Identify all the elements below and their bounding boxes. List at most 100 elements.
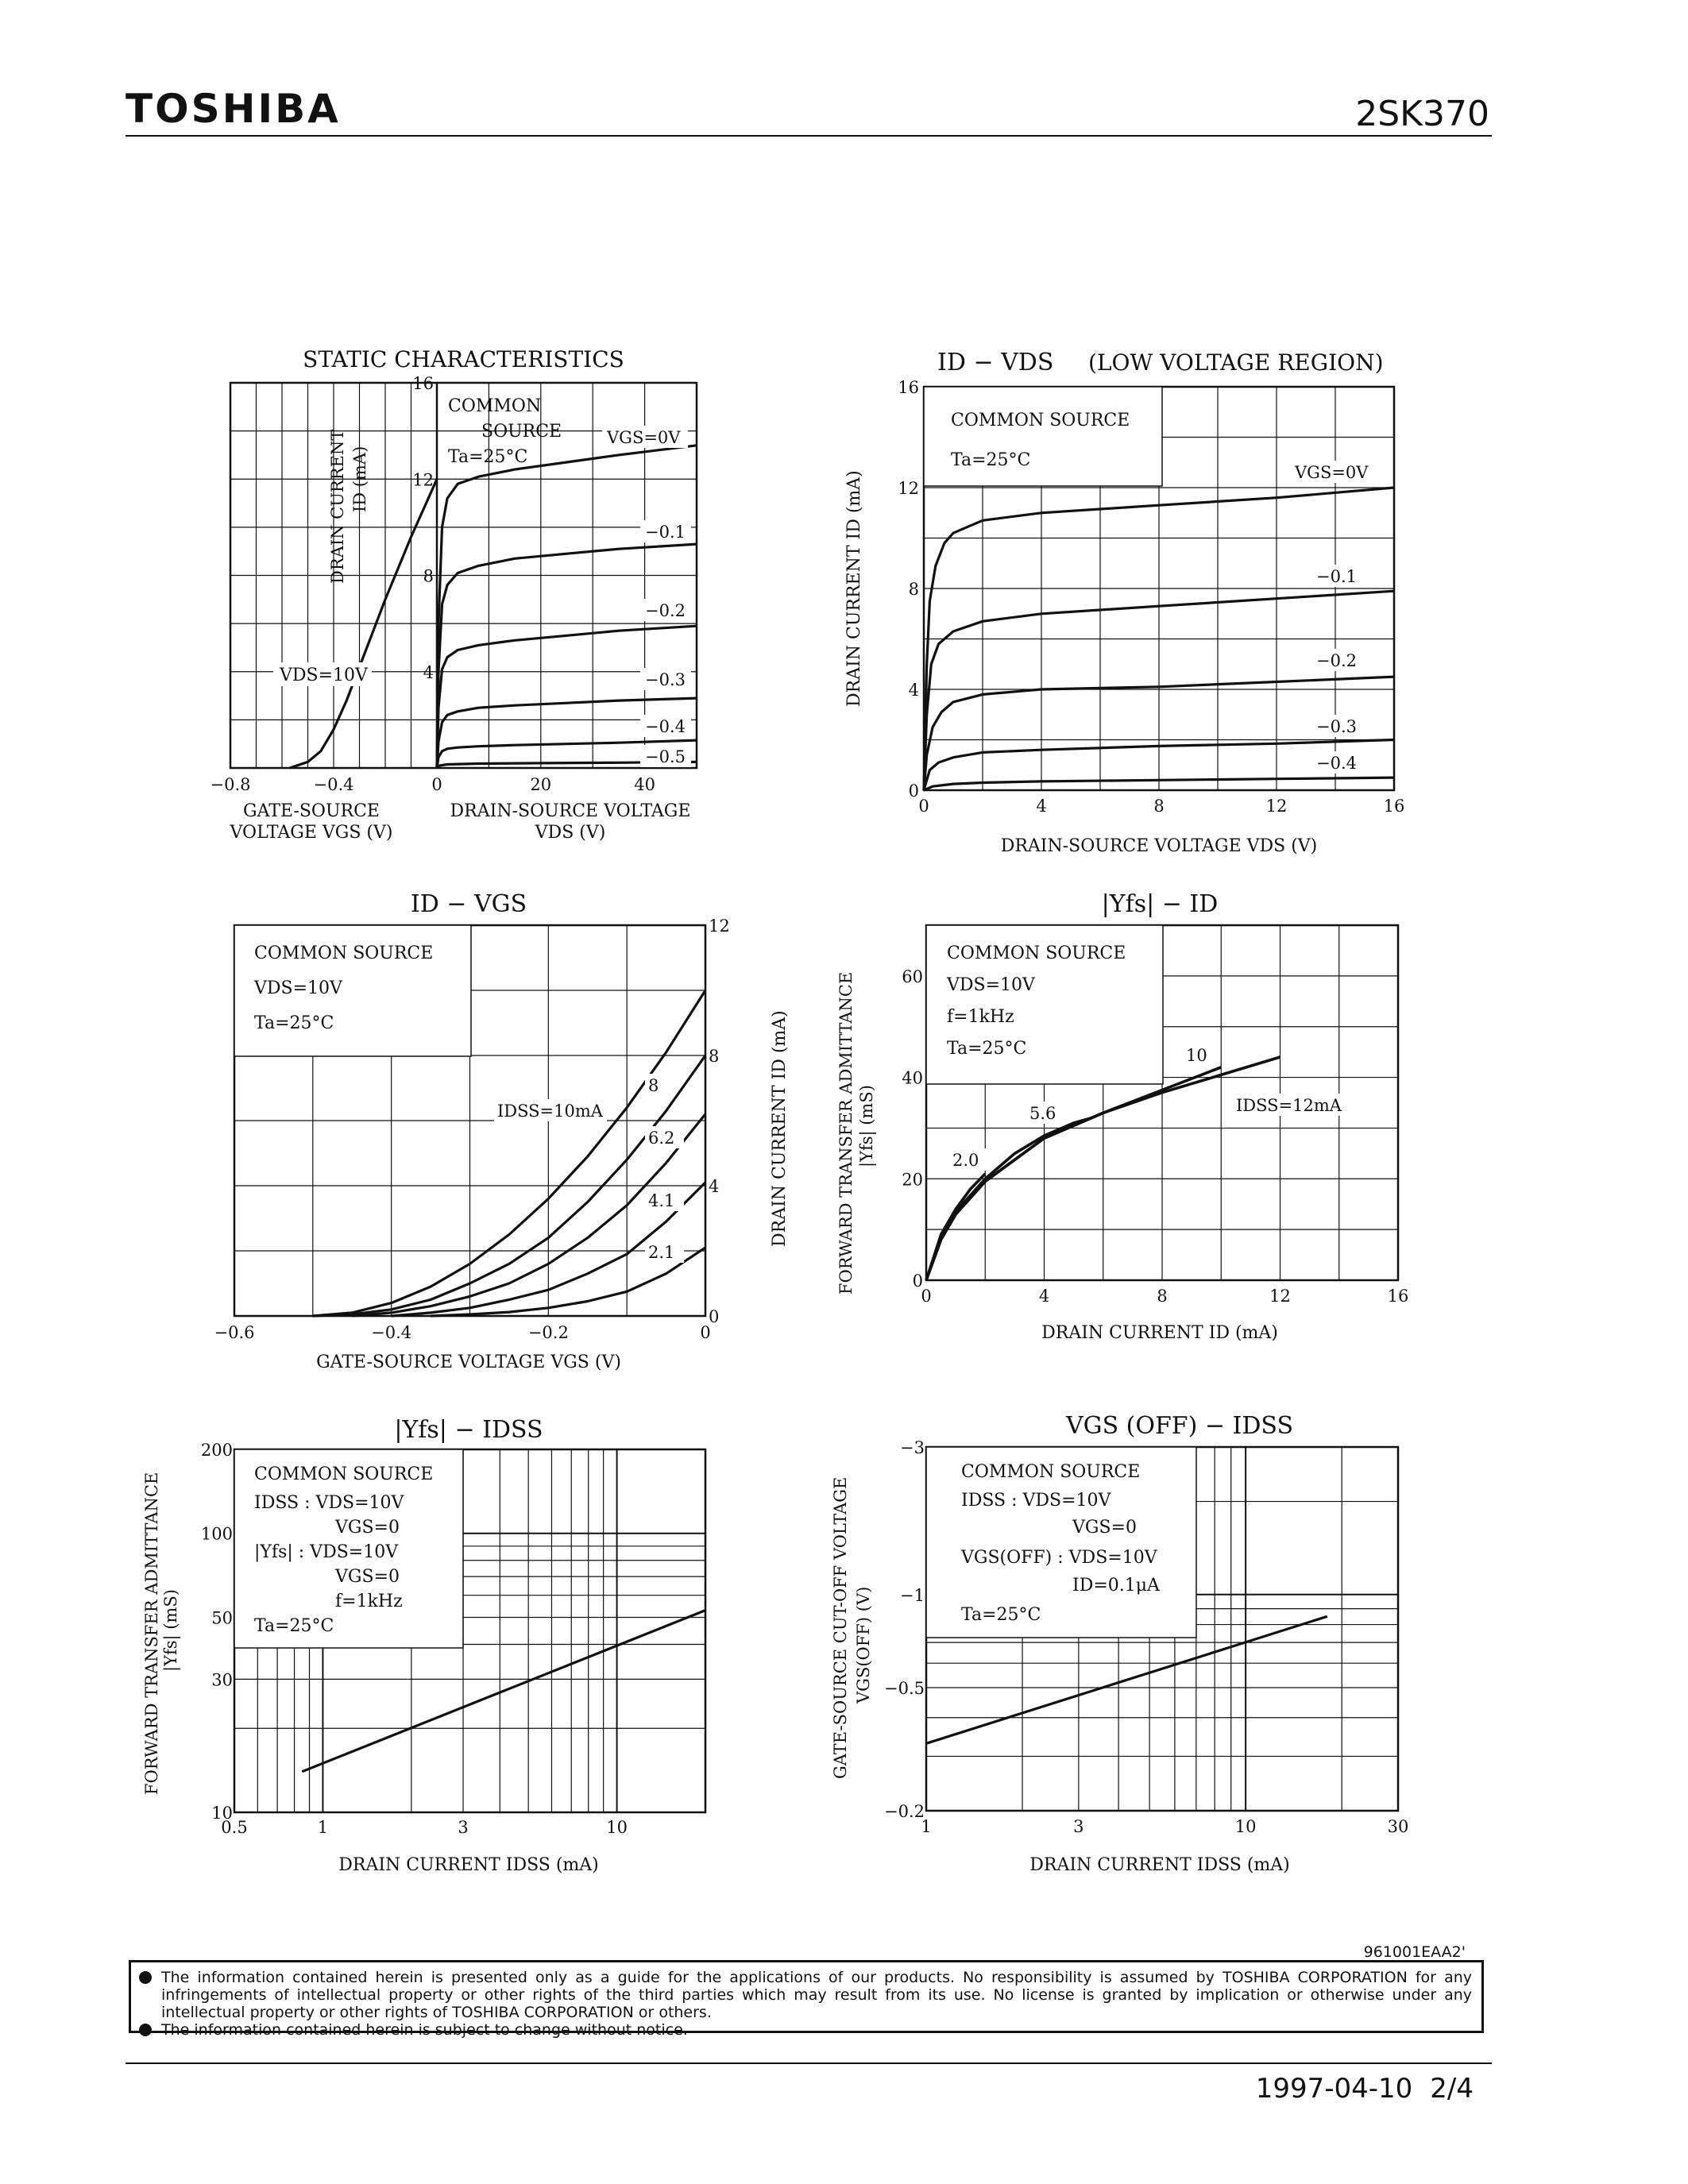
annotation-text: Ta=25°C	[951, 450, 1030, 470]
series-label: IDSS=10mA	[497, 1102, 604, 1121]
y-tick-label: 16	[412, 374, 434, 393]
x-tick-label: 20	[530, 775, 551, 794]
x-axis-label: VOLTAGE VGS (V)	[230, 823, 393, 843]
annotation-text: IDSS : VDS=10V	[254, 1493, 405, 1513]
chart-title: ID − VDS	[937, 349, 1053, 376]
y-tick-label: 4	[709, 1177, 719, 1196]
chart-title: |Yfs| − IDSS	[394, 1416, 543, 1444]
y-tick-label: 4	[909, 681, 919, 700]
annotation-text: VGS=0	[334, 1518, 400, 1538]
chart-subtitle: (LOW VOLTAGE REGION)	[1088, 349, 1384, 376]
x-tick-label: 0	[918, 797, 929, 816]
label-mask	[1311, 751, 1365, 774]
series-line-vgs4	[435, 739, 697, 769]
y-tick-label: 60	[902, 967, 923, 986]
annotation-text: Ta=25°C	[448, 447, 527, 467]
series-label: −0.4	[645, 717, 686, 736]
label-mask	[640, 668, 691, 690]
series-line-0	[922, 486, 1395, 791]
y-axis-label: |Yfs| (mS)	[161, 1589, 181, 1672]
y-axis-label: |Yfs| (mS)	[857, 1085, 877, 1167]
series-line-yfs	[301, 1609, 706, 1773]
legend-box	[234, 1449, 464, 1649]
series-line-vgs5	[435, 760, 697, 770]
legend-box	[925, 1446, 1197, 1638]
x-tick-label: 3	[458, 1818, 468, 1837]
x-tick-label: 4	[1036, 797, 1046, 816]
label-mask	[949, 1148, 988, 1171]
x-axis-label: DRAIN-SOURCE VOLTAGE	[450, 801, 691, 821]
y-tick-label: 8	[423, 567, 434, 586]
annotation-text: COMMON SOURCE	[254, 1464, 433, 1484]
label-mask	[1183, 1044, 1211, 1066]
y-axis-label: GATE-SOURCE CUT-OFF VOLTAGE	[831, 1477, 850, 1779]
annotation-text: COMMON SOURCE	[254, 943, 433, 963]
x-tick-label: 8	[1157, 1287, 1167, 1306]
x-tick-label: 40	[634, 775, 655, 794]
x-tick-label: −0.8	[211, 775, 251, 794]
y-tick-label: 12	[709, 916, 730, 936]
y-axis-label: DRAIN CURRENT ID (mA)	[844, 470, 864, 707]
y-tick-label: 8	[709, 1047, 719, 1066]
series-label: −0.1	[645, 523, 686, 542]
series-line-1	[922, 589, 1395, 791]
label-mask	[1290, 461, 1379, 483]
chart-title: STATIC CHARACTERISTICS	[303, 346, 624, 372]
y-tick-label: 30	[211, 1670, 233, 1689]
label-mask	[602, 426, 688, 448]
annotation-text: |Yfs| : VDS=10V	[254, 1542, 399, 1562]
annotation-text: SOURCE	[481, 422, 562, 442]
x-tick-label: −0.2	[528, 1323, 569, 1342]
annotation-text: VDS=10V	[946, 975, 1036, 995]
y-axis-label: ID (mA)	[350, 446, 369, 512]
label-mask	[640, 599, 691, 621]
annotation-text: VGS(OFF) : VDS=10V	[960, 1548, 1158, 1568]
x-tick-label: 12	[1269, 1287, 1291, 1306]
y-tick-label: 16	[898, 378, 919, 397]
series-label: −0.5	[645, 747, 686, 766]
series-line-3	[925, 1055, 1281, 1281]
annotation-text: VDS=10V	[253, 978, 343, 998]
label-mask	[1311, 715, 1365, 737]
annotation-text: COMMON SOURCE	[961, 1462, 1140, 1482]
label-mask	[273, 662, 372, 686]
x-axis-label: DRAIN CURRENT IDSS (mA)	[1029, 1855, 1290, 1875]
series-line-2	[922, 675, 1395, 791]
brand-logo: TOSHIBA	[126, 86, 341, 132]
annotation-text: Ta=25°C	[947, 1039, 1026, 1059]
x-axis-label: DRAIN CURRENT IDSS (mA)	[338, 1855, 599, 1875]
label-mask	[645, 1074, 663, 1096]
y-tick-label: −3	[900, 1438, 925, 1457]
disclaimer-text-1: The information contained herein is pres…	[161, 1969, 1472, 2021]
footer-date: 1997-04-10	[1255, 2073, 1413, 2105]
series-label: VGS=0V	[1294, 463, 1369, 482]
x-tick-label: 0	[921, 1287, 931, 1306]
series-label: 2.0	[952, 1151, 979, 1170]
annotation-text: f=1kHz	[947, 1007, 1014, 1027]
y-tick-label: −0.5	[884, 1679, 925, 1698]
x-tick-label: 8	[1153, 797, 1164, 816]
x-tick-label: 0	[431, 775, 442, 794]
y-tick-label: 12	[412, 470, 434, 489]
x-axis-label: VDS (V)	[535, 823, 606, 843]
y-tick-label: 0	[909, 781, 919, 801]
label-mask	[645, 1189, 684, 1211]
x-tick-label: 10	[606, 1818, 628, 1837]
series-label: 5.6	[1029, 1104, 1056, 1123]
legend-box	[925, 924, 1164, 1085]
series-line-vgsoff	[925, 1615, 1328, 1745]
series-label: 8	[648, 1076, 659, 1095]
series-line-1	[925, 1116, 1092, 1281]
annotation-text: COMMON SOURCE	[947, 943, 1126, 963]
series-line-vgs1	[435, 542, 697, 769]
x-tick-label: −0.6	[214, 1323, 255, 1342]
x-tick-label: 3	[1073, 1817, 1083, 1836]
x-tick-label: 0	[700, 1323, 710, 1342]
x-tick-label: 30	[1388, 1817, 1409, 1836]
y-tick-label: 8	[909, 580, 919, 599]
y-axis-label: DRAIN CURRENT ID (mA)	[770, 1010, 790, 1247]
series-line-vgs2	[435, 624, 697, 769]
annotation-text: IDSS : VDS=10V	[961, 1491, 1112, 1511]
disclaimer-text-2: The information contained herein is subj…	[161, 2021, 688, 2039]
bullet-icon	[139, 1971, 152, 1984]
